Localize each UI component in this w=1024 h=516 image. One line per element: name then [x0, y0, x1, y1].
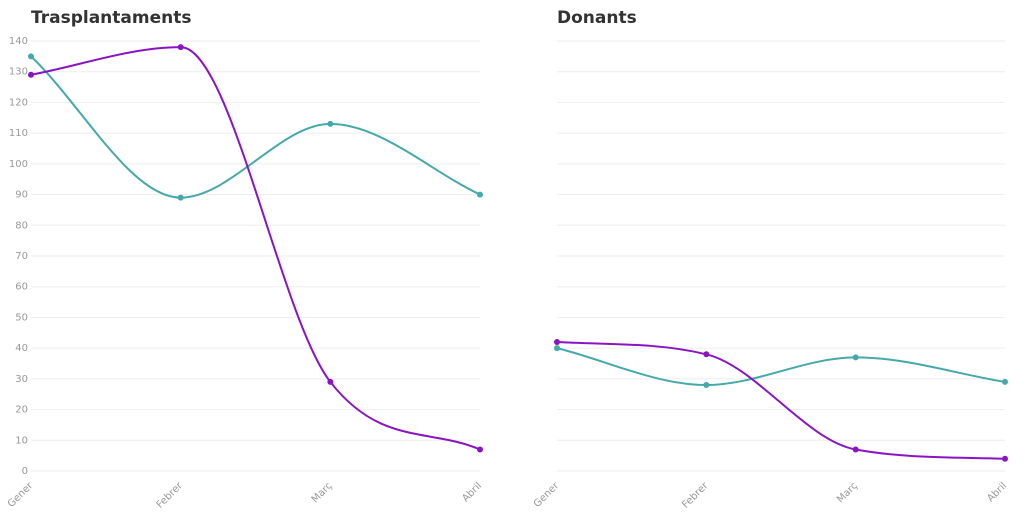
y-tick-label: 140	[9, 36, 28, 47]
y-tick-label: 50	[15, 312, 28, 323]
point	[477, 191, 483, 198]
line	[556, 341, 1006, 460]
point	[177, 44, 184, 51]
x-tick-label: Gener	[6, 480, 36, 510]
x-tick-label: Abril	[985, 480, 1009, 504]
y-tick-label: 130	[9, 67, 28, 78]
chart-title: Donants	[557, 8, 637, 28]
x-tick-label: Abril	[460, 480, 484, 504]
point	[852, 354, 859, 361]
y-tick-label: 30	[15, 374, 28, 385]
point	[28, 71, 34, 78]
x-tick-label: Gener	[532, 480, 562, 510]
y-tick-label: 90	[15, 190, 28, 201]
line	[30, 55, 481, 199]
point	[177, 194, 184, 201]
point	[1002, 455, 1008, 462]
point	[554, 339, 560, 345]
y-tick-label: 60	[15, 282, 28, 293]
y-tick-label: 0	[22, 466, 28, 477]
line	[556, 347, 1006, 387]
y-tick-label: 110	[9, 128, 28, 139]
chart-title: Trasplantaments	[31, 8, 191, 28]
point	[327, 378, 334, 385]
line	[30, 46, 481, 451]
point	[28, 53, 34, 60]
y-tick-label: 120	[9, 97, 28, 108]
point	[477, 446, 483, 453]
y-tick-label: 100	[9, 159, 28, 170]
x-tick-label: Febrer	[680, 480, 711, 511]
y-tick-label: 70	[15, 251, 28, 262]
y-tick-label: 10	[15, 435, 28, 446]
point	[703, 351, 710, 358]
point	[703, 382, 710, 388]
y-tick-label: 80	[15, 220, 28, 231]
x-tick-label: Març	[835, 480, 860, 505]
point	[852, 446, 859, 453]
x-tick-label: Febrer	[155, 480, 186, 511]
y-tick-label: 40	[15, 343, 28, 354]
point	[554, 345, 560, 352]
point	[1002, 378, 1008, 385]
point	[327, 120, 334, 127]
x-tick-label: Març	[310, 480, 335, 505]
y-tick-label: 20	[15, 405, 28, 416]
